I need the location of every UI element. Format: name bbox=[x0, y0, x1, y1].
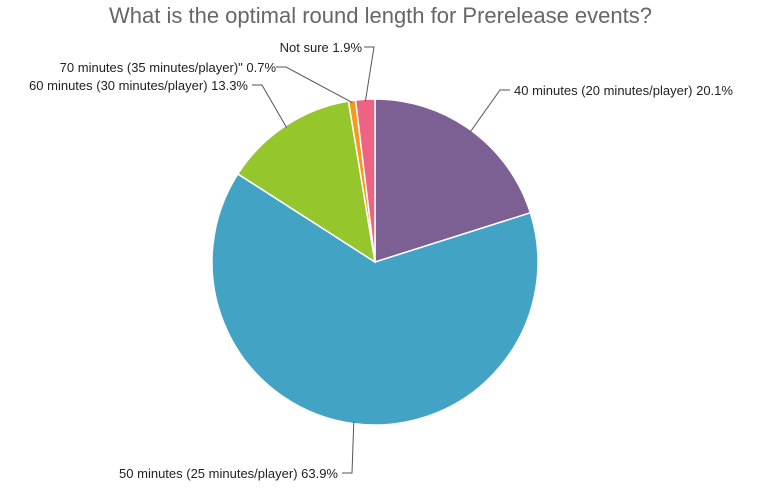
slice-label: Not sure 1.9% bbox=[280, 40, 363, 55]
leader-line bbox=[364, 46, 375, 102]
chart-title: What is the optimal round length for Pre… bbox=[109, 3, 652, 28]
leader-line bbox=[342, 421, 355, 474]
leader-line bbox=[276, 66, 353, 104]
leader-line bbox=[469, 89, 510, 133]
leader-line bbox=[252, 84, 287, 128]
slice-label: 70 minutes (35 minutes/player)" 0.7% bbox=[60, 60, 277, 75]
slice-label: 60 minutes (30 minutes/player) 13.3% bbox=[29, 78, 248, 93]
slice-label: 40 minutes (20 minutes/player) 20.1% bbox=[514, 83, 733, 98]
slice-label: 50 minutes (25 minutes/player) 63.9% bbox=[119, 466, 338, 481]
